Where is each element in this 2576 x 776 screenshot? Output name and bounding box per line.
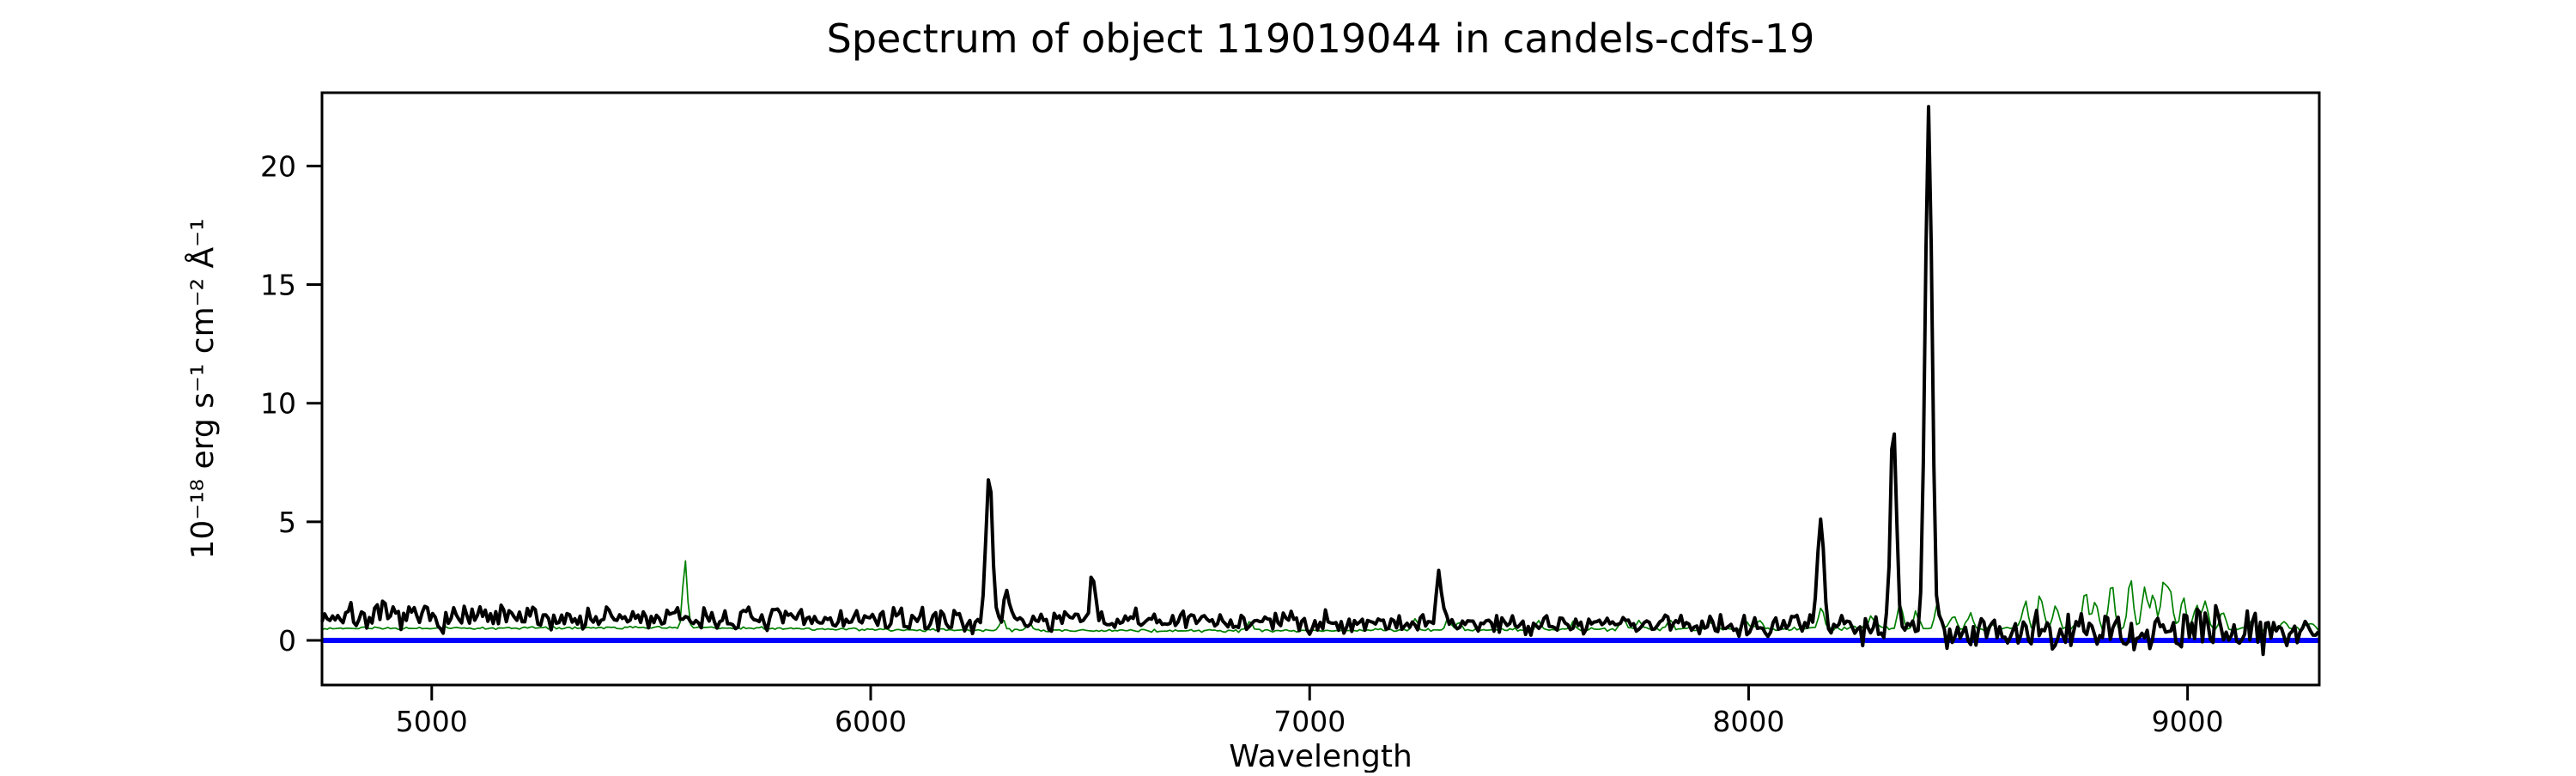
data-series xyxy=(320,105,2320,657)
axes-spines xyxy=(320,91,2321,687)
x-tick-label: 6000 xyxy=(835,705,907,738)
x-tick-label: 9000 xyxy=(2152,705,2224,738)
x-tick-label: 5000 xyxy=(396,705,468,738)
x-axis-ticks: 5000 6000 7000 8000 9000 xyxy=(396,685,2224,738)
y-tick-label: 20 xyxy=(260,149,296,183)
observed-spectrum-line xyxy=(320,105,2320,657)
y-tick-label: 10 xyxy=(260,387,296,421)
y-axis-label: 10⁻¹⁸ erg s⁻¹ cm⁻² Å⁻¹ xyxy=(184,218,221,559)
x-tick-label: 7000 xyxy=(1273,705,1346,738)
y-tick-label: 5 xyxy=(278,506,296,539)
y-tick-label: 0 xyxy=(278,624,296,658)
x-axis-label: Wavelength xyxy=(1229,739,1413,773)
y-axis-ticks: 0 5 10 15 20 xyxy=(260,149,322,658)
y-tick-label: 15 xyxy=(260,269,296,302)
x-tick-label: 8000 xyxy=(1712,705,1784,738)
chart-title: Spectrum of object 119019044 in candels-… xyxy=(827,15,1815,62)
